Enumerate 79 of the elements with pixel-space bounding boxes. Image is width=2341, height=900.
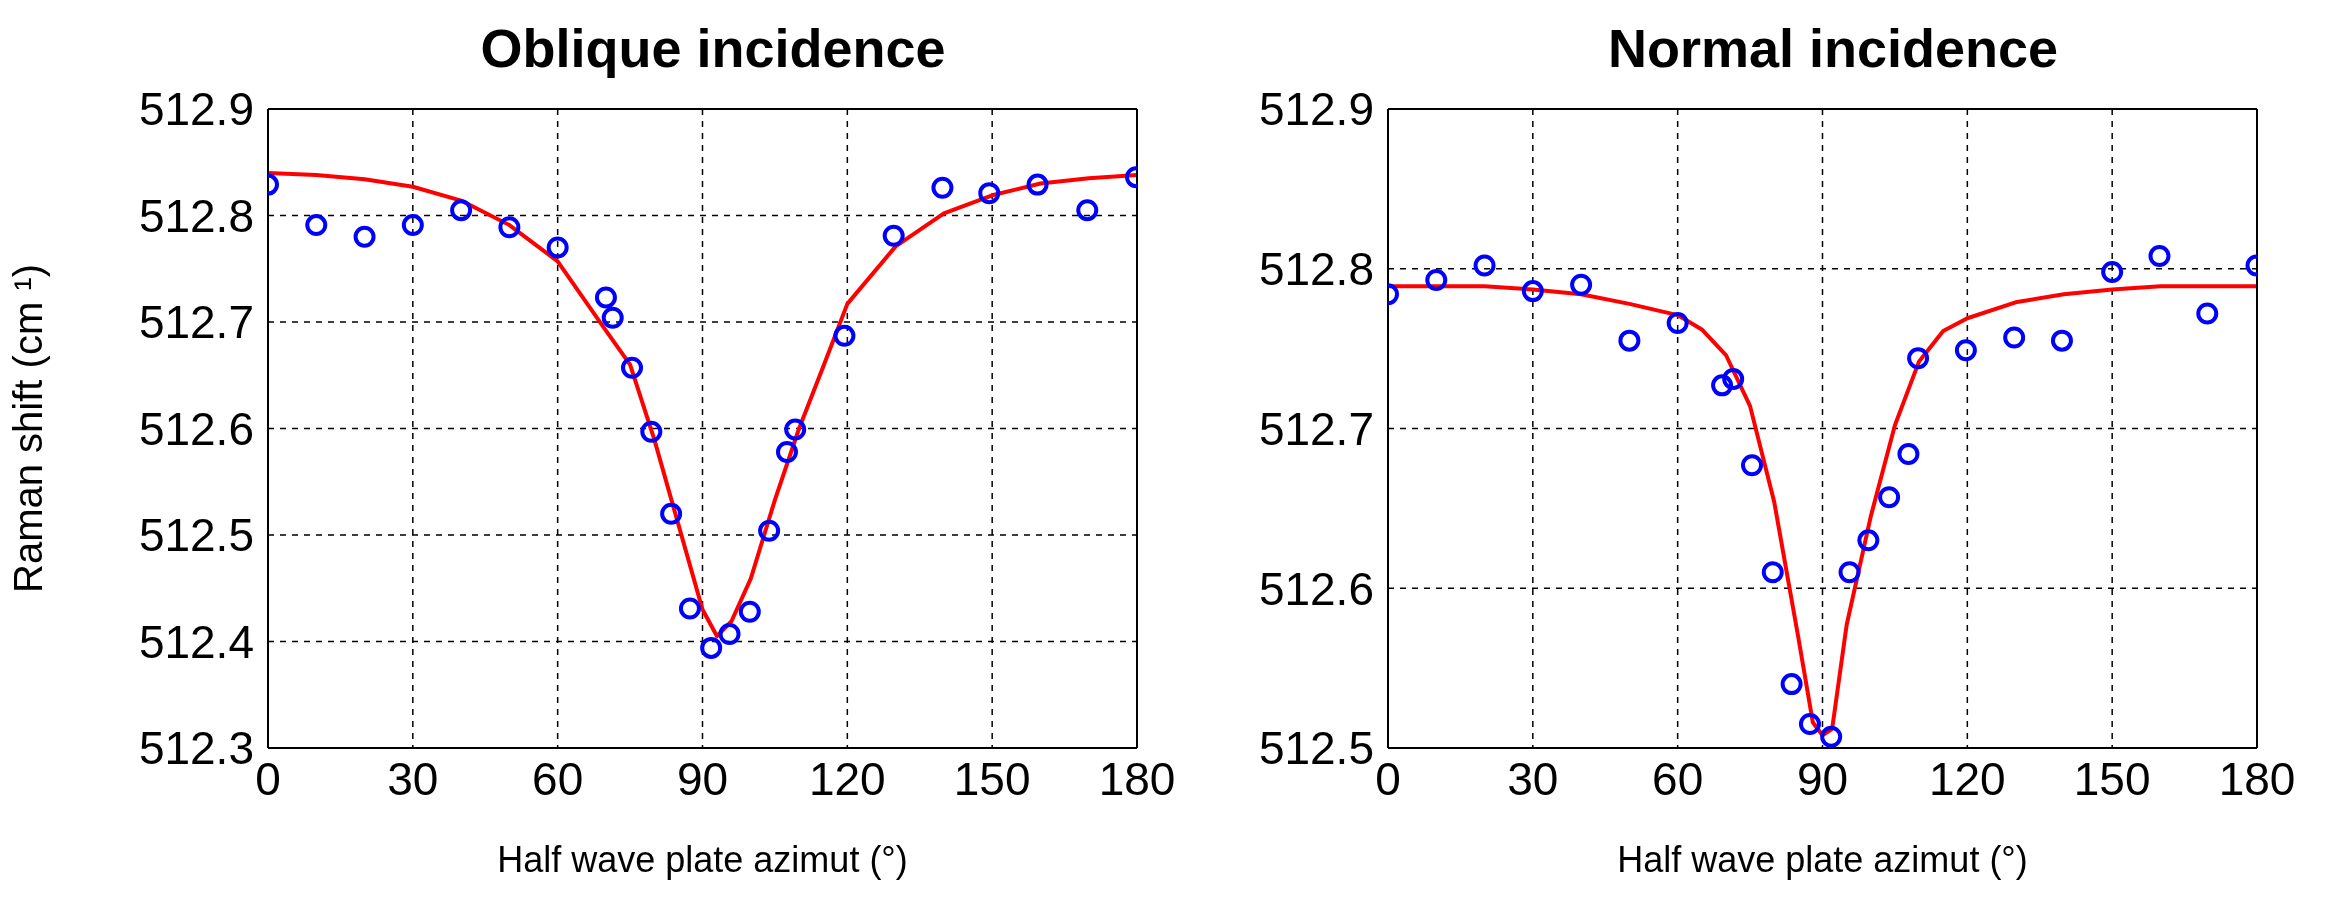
point [718,623,741,646]
x-tick-label: 180 [2218,752,2296,805]
point [450,199,473,222]
point [2196,302,2219,325]
point [601,306,624,329]
x-tick-label: 90 [1796,752,1849,805]
x-tick-label: 90 [676,752,729,805]
point [1798,713,1821,736]
y-tick-label: 512.6 [138,402,254,455]
point [353,225,376,248]
point [1780,673,1803,696]
point [1473,254,1496,277]
point [621,356,644,379]
y-tick-label: 512.7 [138,296,254,349]
point [1425,268,1448,291]
point [594,286,617,309]
point [640,420,663,443]
point [546,236,569,259]
point [660,502,683,525]
point [1907,347,1930,370]
x-tick-label: 150 [953,752,1031,805]
x-tick-label: 30 [387,752,439,805]
x-tick-label: 120 [1928,752,2006,805]
x-axis-title: Half wave plate azimut (°) [497,839,908,880]
y-tick-label: 512.4 [138,615,254,668]
y-tick-label: 512.9 [138,83,254,136]
point [1711,374,1734,397]
point [833,324,856,347]
point [931,176,954,199]
y-tick-label: 512.8 [1258,243,1374,296]
point [1722,367,1745,390]
x-tick-label: 180 [1098,752,1176,805]
point [1954,339,1977,362]
y-axis-title: Raman shift (cm ¹) [6,264,51,593]
y-tick-label: 512.6 [1258,562,1374,615]
point [678,597,701,620]
point [1878,486,1901,509]
point [498,216,521,239]
y-tick-label: 512.9 [1258,83,1374,136]
x-tick-label: 60 [532,752,584,805]
y-tick-label: 512.5 [138,509,254,562]
x-tick-label: 150 [2073,752,2151,805]
point [1026,173,1049,196]
point [401,214,424,237]
y-tick-label: 512.8 [138,189,254,242]
point [775,440,798,463]
point [1820,725,1843,748]
point [1521,280,1544,303]
x-tick-label: 30 [1507,752,1559,805]
chart-title: Oblique incidence [480,18,946,78]
point [1761,561,1784,584]
point [1741,454,1764,477]
point [758,519,781,542]
x-tick-label: 0 [255,752,281,805]
point [1666,312,1689,335]
point [784,418,807,441]
x-axis-title: Half wave plate azimut (°) [1617,839,2028,880]
point [2003,326,2026,349]
point [2101,260,2124,283]
point [1857,529,1880,552]
point [882,224,905,247]
point [700,636,723,659]
y-tick-label: 512.7 [1258,402,1374,455]
point [1618,329,1641,352]
chart-title: Normal incidence [1607,18,2059,78]
x-tick-label: 120 [808,752,886,805]
y-tick-label: 512.3 [138,722,254,775]
x-tick-label: 60 [1652,752,1704,805]
point [978,182,1001,205]
point [1897,443,1920,466]
point [1076,199,1099,222]
point [2050,329,2073,352]
point [2148,244,2171,267]
point [738,600,761,623]
x-tick-label: 0 [1375,752,1401,805]
point [305,214,328,237]
point [1838,561,1861,584]
y-tick-label: 512.5 [1258,722,1374,775]
point [1570,273,1593,296]
